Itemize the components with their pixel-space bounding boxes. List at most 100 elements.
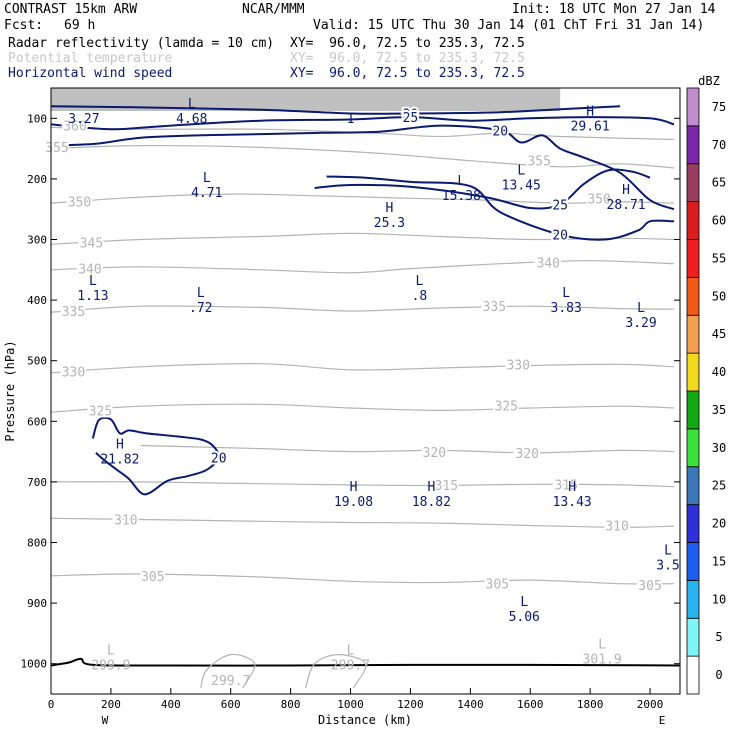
colorbar-swatch [686, 466, 700, 506]
wind-extremum-value: .8 [412, 289, 428, 304]
wind-extremum-marker: L [457, 174, 465, 189]
theta-contour-label: 350 [68, 195, 91, 210]
colorbar-swatch [686, 352, 700, 392]
theta-contour-label: 335 [483, 300, 506, 315]
wind-extremum-value: 15.38 [442, 189, 481, 204]
field-reflectivity-name: Radar reflectivity (lamda = 10 cm) [8, 36, 275, 51]
wind-contour-label: 20 [211, 452, 227, 467]
theta-contour-label: 330 [507, 358, 530, 373]
theta-contour-label: 315 [554, 478, 577, 493]
field-wind-name: Horizontal wind speed [8, 66, 173, 81]
wind-extremum-marker: L [197, 286, 205, 301]
theta-contour-label: 355 [527, 155, 550, 170]
theta-contour-label: 315 [435, 479, 458, 494]
colorbar-swatch [686, 579, 700, 619]
field-theta-xy: XY= 96.0, 72.5 to 235.3, 72.5 [290, 51, 525, 66]
wind-extremum-marker: L [562, 286, 570, 301]
wind-contour-label: 30 [403, 107, 419, 122]
theta-contour-350 [51, 193, 675, 204]
theta-contour-label: 305 [486, 578, 509, 593]
theta-extremum-value: 301.9 [583, 653, 622, 668]
colorbar-swatch [686, 201, 700, 240]
colorbar-label: 10 [712, 592, 726, 606]
wind-extremum-marker: H [568, 480, 576, 495]
forecast-hours: 69 h [64, 18, 96, 33]
org-label: NCAR/MMM [242, 2, 305, 17]
colorbar-swatch [686, 390, 700, 430]
wind-extremum-value: 4.68 [176, 112, 207, 127]
colorbar-label: 60 [712, 214, 726, 228]
x-axis-title: Distance (km) [318, 713, 412, 727]
colorbar-label: 55 [712, 251, 726, 265]
y-axis-title: Pressure (hPa) [3, 340, 17, 441]
y-tick-label: 900 [27, 597, 47, 610]
colorbar-label: 50 [712, 289, 726, 303]
wind-extremum-value: 19.08 [334, 495, 373, 510]
theta-extremum-marker: L [598, 638, 606, 653]
wind-contour-label: 25 [403, 111, 419, 126]
wind-extremum-marker: L [203, 171, 211, 186]
wind-extremum-value: 21.82 [100, 453, 139, 468]
x-tick-label: 1600 [517, 698, 544, 711]
theta-contour-label: 305 [141, 570, 164, 585]
theta-contour-label: 340 [78, 263, 101, 278]
theta-contour-label: 345 [80, 237, 103, 252]
wind-extremum-value: 18.82 [412, 495, 451, 510]
wind-contour-label: 25 [552, 198, 568, 213]
wind-extremum-value: .72 [189, 301, 212, 316]
x-end-left-label: W [102, 714, 109, 727]
theta-contour-345 [51, 232, 675, 245]
field-reflectivity-xy: XY= 96.0, 72.5 to 235.3, 72.5 [290, 36, 525, 51]
theta-contour-label: 310 [114, 513, 137, 528]
wind-contour-20 [326, 175, 675, 241]
x-tick-label: 600 [221, 698, 241, 711]
valid-time: Valid: 15 UTC Thu 30 Jan 14 (01 ChT Fri … [313, 18, 705, 33]
wind-extremum-marker: L [517, 164, 525, 179]
colorbar-swatch [686, 428, 700, 468]
wind-extremum-marker: H [116, 438, 124, 453]
y-tick-label: 700 [27, 476, 47, 489]
colorbar-label: 0 [715, 668, 722, 682]
theta-contour-low [305, 653, 367, 689]
theta-contour-label: 335 [62, 305, 85, 320]
colorbar-label: 65 [712, 176, 726, 190]
wind-extremum-value: 3.27 [68, 112, 99, 127]
colorbar-swatch [686, 542, 700, 581]
wind-extremum-marker: L [188, 97, 196, 112]
wind-contour-label: 20 [492, 124, 508, 139]
theta-contour-label: 350 [587, 192, 610, 207]
wind-extremum-marker: L [520, 595, 528, 610]
x-tick-label: 800 [281, 698, 301, 711]
x-end-right-label: E [659, 714, 666, 727]
theta-extremum-value: 299.7 [211, 674, 250, 689]
model-title: CONTRAST 15km ARW [4, 2, 138, 17]
wind-extremum-marker: L [664, 544, 672, 559]
init-time: Init: 18 UTC Mon 27 Jan 14 [512, 2, 716, 17]
wind-extremum-value: 13.43 [553, 495, 592, 510]
wind-extremum-marker: L [637, 301, 645, 316]
wind-contour-30 [51, 105, 621, 115]
y-tick-label: 1000 [21, 658, 48, 671]
plot-frame [50, 87, 681, 695]
wind-extremum-value: 3.83 [551, 301, 582, 316]
colorbar-label: 15 [712, 554, 726, 568]
wind-extremum-value: 1.13 [77, 289, 108, 304]
theta-contour-label: 340 [536, 257, 559, 272]
theta-extremum-marker: L [347, 644, 355, 659]
forecast-label: Fcst: [4, 18, 44, 33]
colorbar-label: 25 [712, 479, 726, 493]
x-tick-label: 1800 [577, 698, 604, 711]
colorbar-swatch [686, 276, 700, 316]
theta-contour-310 [51, 517, 675, 528]
theta-extremum-marker: L [107, 644, 115, 659]
colorbar-label: 40 [712, 365, 726, 379]
wind-contour-20 [51, 124, 675, 211]
wind-extremum-value: 5.06 [509, 610, 540, 625]
wind-extremum-marker: H [350, 480, 358, 495]
wind-extremum-value: 25.3 [374, 216, 405, 231]
wind-extremum-value: 3.29 [625, 316, 656, 331]
colorbar-label: 30 [712, 441, 726, 455]
wind-extremum-marker: L [89, 274, 97, 289]
colorbar-label: 75 [712, 100, 726, 114]
